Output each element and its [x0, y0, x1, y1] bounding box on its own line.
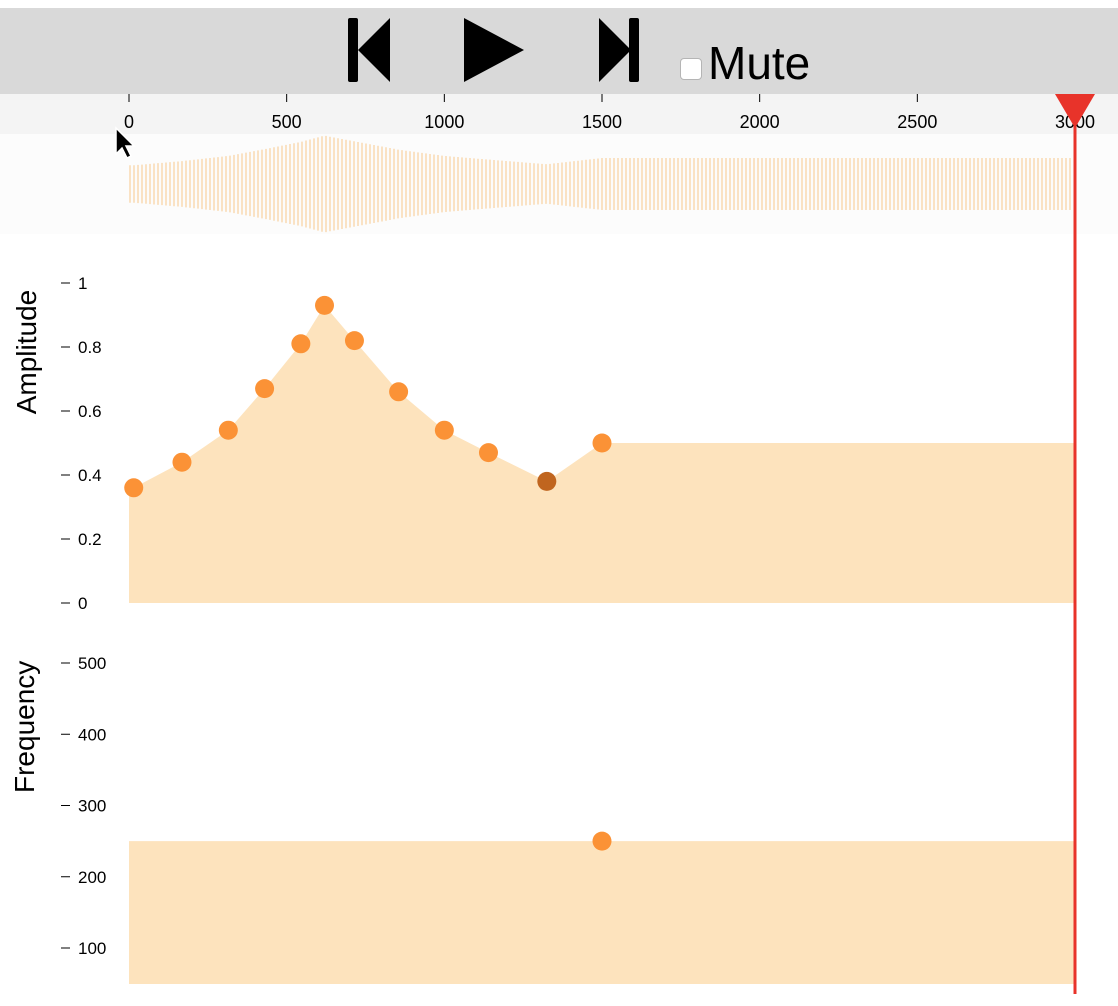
play-button[interactable] — [464, 18, 526, 82]
amplitude-point[interactable] — [592, 433, 612, 453]
amplitude-y-tick-label: 0.2 — [78, 530, 102, 549]
amplitude-point[interactable] — [315, 295, 335, 315]
frequency-axis-title: Frequency — [9, 660, 40, 793]
mute-label: Mute — [708, 37, 811, 89]
amplitude-chart[interactable]: 0 0.2 0.4 0.6 0.8 1 — [61, 274, 1075, 613]
amplitude-y-tick-label: 0.8 — [78, 338, 102, 357]
waveform — [129, 135, 1075, 233]
amplitude-y-tick-label: 1 — [78, 274, 87, 293]
transport-toolbar: Mute — [0, 8, 1118, 94]
ruler-tick-label: 0 — [124, 112, 134, 132]
frequency-point[interactable] — [592, 831, 612, 851]
amplitude-point[interactable] — [255, 379, 275, 399]
amplitude-y-tick-label: 0.6 — [78, 402, 102, 421]
timeline-ruler[interactable]: 050010001500200025003000 — [0, 94, 1118, 134]
amplitude-point[interactable] — [218, 420, 238, 440]
amplitude-point[interactable] — [172, 452, 192, 472]
ruler-tick-label: 2000 — [740, 112, 780, 132]
mute-checkbox[interactable] — [680, 58, 702, 80]
skip-back-icon — [348, 18, 390, 82]
play-icon — [464, 18, 524, 82]
amplitude-axis-title: Amplitude — [11, 289, 42, 415]
amplitude-point[interactable] — [389, 382, 409, 402]
amplitude-y-tick-label: 0.4 — [78, 466, 102, 485]
ruler-tick-label: 2500 — [897, 112, 937, 132]
frequency-y-tick-label: 500 — [78, 654, 106, 673]
skip-forward-button[interactable] — [597, 18, 643, 82]
frequency-y-tick-label: 200 — [78, 868, 106, 887]
ruler-tick-label: 500 — [272, 112, 302, 132]
ruler-axis: 050010001500200025003000 — [124, 94, 1095, 132]
mouse-cursor-icon — [115, 126, 136, 160]
amplitude-point[interactable] — [434, 420, 454, 440]
frequency-chart[interactable]: 100 200 300 400 500 — [61, 654, 1075, 984]
frequency-y-tick-label: 400 — [78, 725, 106, 744]
amplitude-point[interactable] — [291, 334, 311, 354]
playhead-handle — [1055, 94, 1095, 128]
frequency-y-tick-label: 100 — [78, 939, 106, 958]
amplitude-point[interactable] — [124, 478, 144, 498]
amplitude-area — [129, 305, 1075, 603]
ruler-tick-label: 1000 — [424, 112, 464, 132]
amplitude-point[interactable] — [344, 331, 364, 351]
playhead[interactable] — [1055, 94, 1095, 994]
waveform-overview[interactable] — [0, 134, 1118, 234]
waveform-lines — [129, 135, 1075, 233]
amplitude-point-selected[interactable] — [537, 471, 557, 491]
mute-toggle[interactable]: Mute — [680, 38, 810, 88]
amplitude-point[interactable] — [478, 443, 498, 463]
ruler-tick-label: 1500 — [582, 112, 622, 132]
frequency-area — [129, 841, 1075, 984]
skip-back-button[interactable] — [346, 18, 392, 82]
skip-forward-icon — [599, 18, 639, 82]
amplitude-y-tick-label: 0 — [78, 594, 87, 613]
frequency-y-tick-label: 300 — [78, 797, 106, 816]
